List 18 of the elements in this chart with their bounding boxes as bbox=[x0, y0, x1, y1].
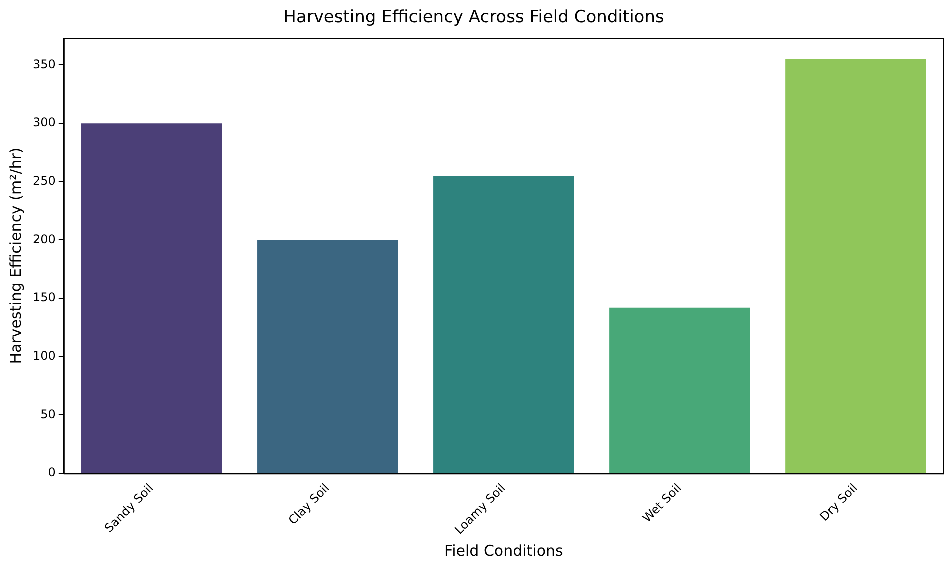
bar bbox=[434, 176, 574, 474]
x-axis-title: Field Conditions bbox=[444, 542, 564, 560]
y-tick-label: 0 bbox=[48, 466, 56, 480]
y-tick-label: 300 bbox=[33, 116, 56, 130]
y-tick-label: 250 bbox=[33, 174, 56, 188]
y-tick-label: 200 bbox=[33, 232, 56, 246]
y-tick-label: 100 bbox=[33, 349, 56, 364]
bar bbox=[258, 240, 398, 474]
bar bbox=[610, 308, 750, 474]
x-tick-label: Dry Soil bbox=[817, 481, 860, 524]
x-tick-label: Wet Soil bbox=[640, 481, 684, 526]
y-tick-label: 350 bbox=[33, 57, 56, 72]
y-tick-label: 150 bbox=[33, 290, 56, 305]
y-tick-label: 50 bbox=[40, 407, 56, 422]
bar bbox=[786, 59, 926, 474]
chart-title: Harvesting Efficiency Across Field Conditions bbox=[284, 8, 664, 28]
bar bbox=[82, 124, 222, 474]
y-axis-title: Harvesting Efficiency (m²/hr) bbox=[6, 148, 25, 364]
